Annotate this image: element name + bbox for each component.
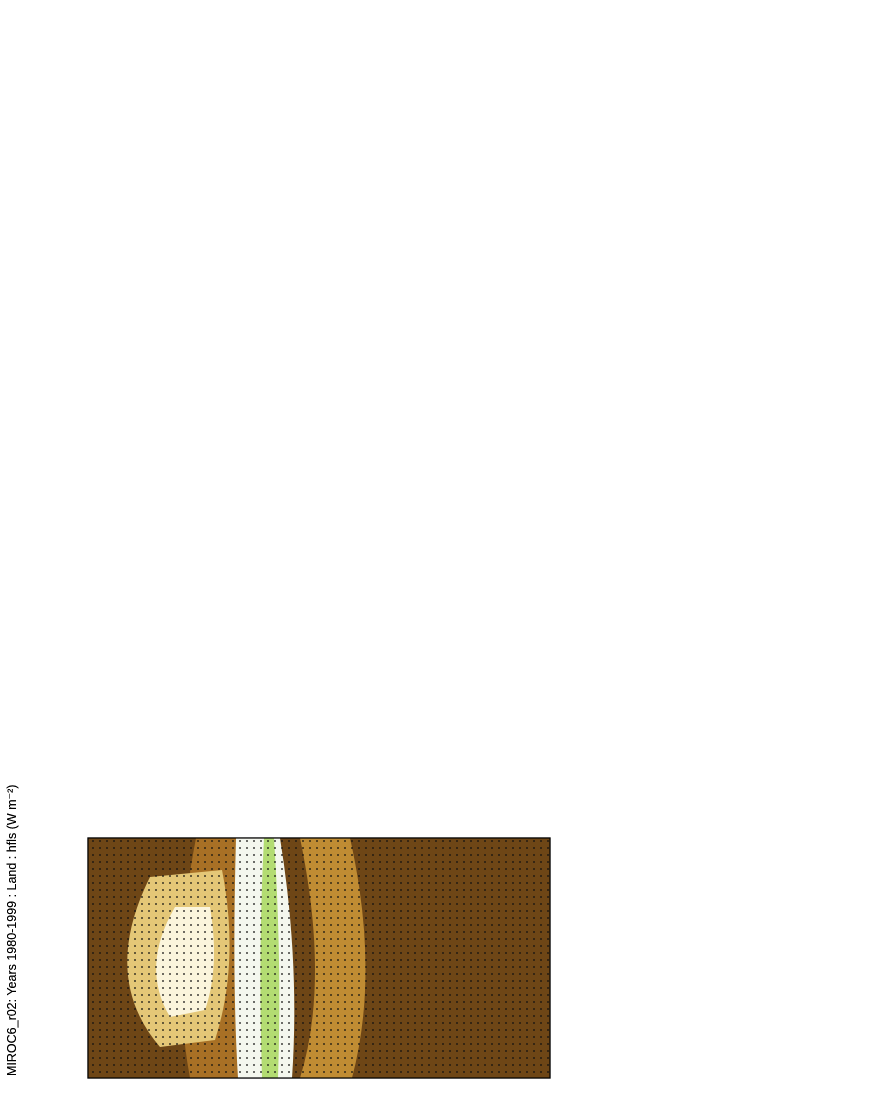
stippling: [88, 838, 550, 1078]
panel-title: MIROC6_r02: Years 1980-1999 : Land : hfl…: [5, 785, 19, 1076]
panel-title: MIROC6_r02: Years 1980-1999 : Land : hfl…: [5, 785, 19, 1076]
plot-frame: [87, 837, 551, 1079]
panel-miroc6-right: MIROC6_r02: Years 1980-1999 : Land : hfl…: [5, 785, 551, 1079]
